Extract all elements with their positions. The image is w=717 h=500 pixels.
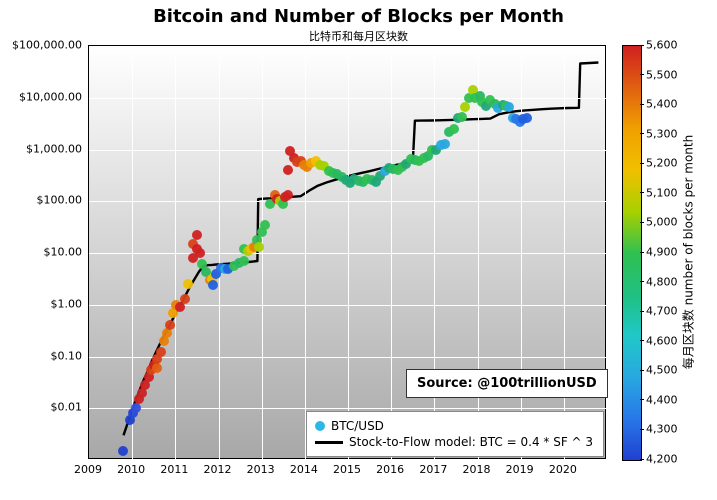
colorbar-tick-mark	[640, 459, 644, 460]
colorbar-tick-mark	[640, 311, 644, 312]
x-tick-label: 2019	[506, 463, 534, 476]
x-tick-label: 2018	[463, 463, 491, 476]
legend-marker-dot-icon	[315, 421, 325, 431]
scatter-point	[239, 256, 249, 266]
colorbar-label: 每月区块数 number of blocks per month	[680, 135, 697, 369]
y-tick-label: $10,000.00	[0, 90, 82, 103]
colorbar-tick-label: 4,500	[646, 364, 678, 377]
legend-item-s2f: Stock-to-Flow model: BTC = 0.4 * SF ^ 3	[315, 434, 593, 450]
colorbar-tick-mark	[640, 340, 644, 341]
legend-label: Stock-to-Flow model: BTC = 0.4 * SF ^ 3	[349, 434, 593, 450]
scatter-point	[192, 230, 202, 240]
scatter-point	[460, 102, 470, 112]
colorbar-tick-label: 4,400	[646, 393, 678, 406]
colorbar-tick-label: 4,700	[646, 305, 678, 318]
gridline-horizontal	[89, 150, 607, 151]
source-annotation: Source: @100trillionUSD	[406, 369, 608, 398]
scatter-point	[156, 347, 166, 357]
colorbar-tick-mark	[640, 281, 644, 282]
scatter-point	[260, 220, 270, 230]
scatter-point	[152, 363, 162, 373]
legend-label: BTC/USD	[331, 418, 384, 434]
x-tick-label: 2009	[74, 463, 102, 476]
x-tick-label: 2012	[204, 463, 232, 476]
legend: BTC/USD Stock-to-Flow model: BTC = 0.4 *…	[306, 411, 604, 457]
colorbar-tick-label: 5,300	[646, 127, 678, 140]
y-tick-label: $10.00	[0, 246, 82, 259]
colorbar-tick-mark	[640, 399, 644, 400]
x-tick-label: 2014	[290, 463, 318, 476]
chart-subtitle: 比特币和每月区块数	[0, 28, 717, 44]
colorbar-tick-mark	[640, 104, 644, 105]
gridline-horizontal	[89, 357, 607, 358]
y-tick-label: $1.00	[0, 297, 82, 310]
colorbar-tick-mark	[640, 370, 644, 371]
scatter-point	[283, 165, 293, 175]
scatter-point	[254, 242, 264, 252]
colorbar-tick-mark	[640, 192, 644, 193]
colorbar-tick-mark	[640, 74, 644, 75]
x-tick-label: 2020	[549, 463, 577, 476]
scatter-point	[457, 112, 467, 122]
colorbar-tick-label: 4,600	[646, 334, 678, 347]
scatter-point	[208, 280, 218, 290]
colorbar-tick-label: 5,000	[646, 216, 678, 229]
colorbar-tick-label: 4,900	[646, 246, 678, 259]
x-tick-label: 2017	[419, 463, 447, 476]
colorbar-tick-mark	[640, 222, 644, 223]
gridline-horizontal	[89, 201, 607, 202]
colorbar-tick-label: 5,200	[646, 157, 678, 170]
colorbar-tick-label: 4,200	[646, 453, 678, 466]
colorbar-tick-mark	[640, 252, 644, 253]
scatter-point	[449, 124, 459, 134]
colorbar-tick-mark	[640, 45, 644, 46]
colorbar-tick-label: 4,300	[646, 423, 678, 436]
scatter-point	[504, 102, 514, 112]
y-tick-label: $0.01	[0, 401, 82, 414]
gridline-horizontal	[89, 408, 607, 409]
scatter-point	[440, 139, 450, 149]
y-tick-label: $1,000.00	[0, 142, 82, 155]
scatter-point	[118, 446, 128, 456]
chart-title: Bitcoin and Number of Blocks per Month	[0, 6, 717, 27]
colorbar-tick-mark	[640, 429, 644, 430]
figure: Bitcoin and Number of Blocks per Month 比…	[0, 0, 717, 500]
scatter-point	[283, 190, 293, 200]
x-tick-label: 2015	[333, 463, 361, 476]
colorbar-tick-label: 5,500	[646, 68, 678, 81]
colorbar	[622, 45, 642, 461]
scatter-point	[195, 248, 205, 258]
legend-item-btc: BTC/USD	[315, 418, 593, 434]
x-tick-label: 2011	[160, 463, 188, 476]
colorbar-tick-mark	[640, 163, 644, 164]
gridline-horizontal	[89, 305, 607, 306]
colorbar-tick-label: 5,100	[646, 186, 678, 199]
colorbar-tick-label: 5,600	[646, 39, 678, 52]
y-tick-label: $0.10	[0, 349, 82, 362]
colorbar-tick-label: 5,400	[646, 98, 678, 111]
scatter-point	[131, 403, 141, 413]
scatter-point	[165, 320, 175, 330]
x-tick-label: 2013	[247, 463, 275, 476]
y-tick-label: $100,000.00	[0, 39, 82, 52]
gridline-horizontal	[89, 98, 607, 99]
scatter-point	[183, 279, 193, 289]
colorbar-tick-mark	[640, 133, 644, 134]
x-tick-label: 2016	[376, 463, 404, 476]
x-tick-label: 2010	[117, 463, 145, 476]
legend-marker-line-icon	[315, 441, 343, 444]
scatter-point	[522, 113, 532, 123]
scatter-point	[180, 294, 190, 304]
gridline-horizontal	[89, 253, 607, 254]
y-tick-label: $100.00	[0, 194, 82, 207]
colorbar-tick-label: 4,800	[646, 275, 678, 288]
